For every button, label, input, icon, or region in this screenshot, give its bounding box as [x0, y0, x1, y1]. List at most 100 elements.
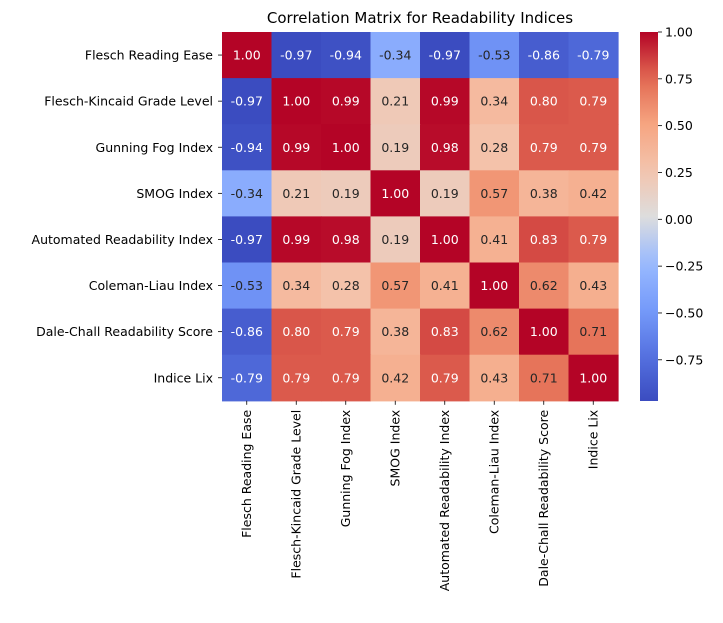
- cell-value-label: 0.80: [282, 324, 310, 339]
- cell-value-label: -0.79: [577, 48, 609, 63]
- heatmap-cell: [222, 124, 273, 171]
- cell-value-label: 0.42: [381, 370, 409, 385]
- cell-value-label: 0.99: [282, 140, 310, 155]
- heatmap-cell: [222, 170, 273, 217]
- heatmap-cell: [469, 216, 520, 264]
- heatmap-cell: [321, 308, 372, 356]
- cell-value-label: -0.53: [478, 48, 510, 63]
- cell-value-label: 0.62: [480, 324, 508, 339]
- heatmap-cell: [271, 78, 322, 125]
- heatmap-cell: [271, 216, 322, 264]
- heatmap-cell: [568, 308, 619, 356]
- cell-value-label: 0.99: [431, 94, 459, 109]
- heatmap-cell: [271, 170, 322, 217]
- x-tick-label: Dale-Chall Readability Score: [536, 410, 551, 587]
- cell-value-label: 0.98: [332, 232, 360, 247]
- colorbar-tick-label: −0.50: [665, 305, 703, 320]
- colorbar-tick-label: 1.00: [665, 25, 693, 40]
- cell-value-label: -0.97: [280, 48, 312, 63]
- heatmap-cell: [568, 216, 619, 264]
- cell-value-label: 0.42: [579, 186, 607, 201]
- heatmap-cell: [469, 170, 520, 217]
- cell-value-label: 0.79: [579, 140, 607, 155]
- cell-value-label: -0.97: [231, 94, 263, 109]
- cell-value-label: 1.00: [431, 232, 459, 247]
- heatmap-cell: [321, 262, 372, 310]
- heatmap-cell: [519, 216, 570, 264]
- heatmap-cell: [321, 170, 372, 217]
- heatmap-cell: [568, 354, 619, 402]
- heatmap-cell: [271, 32, 322, 79]
- colorbar-tick-label: 0.25: [665, 165, 693, 180]
- heatmap-cell: [271, 262, 322, 310]
- colorbar-tick-label: −0.75: [665, 352, 703, 367]
- heatmap-cell: [321, 78, 372, 125]
- heatmap-cell: [420, 262, 471, 310]
- heatmap-cell: [370, 308, 421, 356]
- heatmap-cell: [568, 124, 619, 171]
- heatmap-cell: [370, 124, 421, 171]
- heatmap-cell: [222, 354, 273, 402]
- cell-value-label: 1.00: [579, 370, 607, 385]
- heatmap-cell: [420, 216, 471, 264]
- cell-value-label: 0.41: [480, 232, 508, 247]
- heatmap-cell: [420, 308, 471, 356]
- x-tick-label: Indice Lix: [586, 410, 601, 469]
- cell-value-label: 1.00: [381, 186, 409, 201]
- cell-value-label: 0.99: [282, 232, 310, 247]
- cell-value-label: 0.79: [530, 140, 558, 155]
- cell-value-label: -0.34: [231, 186, 263, 201]
- cell-value-label: 0.19: [381, 140, 409, 155]
- heatmap-cell: [420, 354, 471, 402]
- colorbar-gradient: [640, 32, 658, 401]
- y-tick-label: SMOG Index: [136, 186, 213, 201]
- x-tick-label: Flesch Reading Ease: [239, 409, 254, 537]
- x-tick-label: Gunning Fog Index: [338, 410, 353, 527]
- heatmap-cell: [469, 32, 520, 79]
- y-tick-label: Dale-Chall Readability Score: [36, 324, 213, 339]
- cell-value-label: 0.38: [530, 186, 558, 201]
- cell-value-label: 0.79: [332, 324, 360, 339]
- heatmap-cell: [370, 170, 421, 217]
- heatmap-cell: [519, 170, 570, 217]
- cell-value-label: 0.80: [530, 94, 558, 109]
- cell-value-label: 0.38: [381, 324, 409, 339]
- heatmap-cells: [222, 32, 619, 402]
- cell-value-label: 0.83: [530, 232, 558, 247]
- heatmap-cell: [568, 262, 619, 310]
- cell-value-label: 1.00: [233, 48, 261, 63]
- cell-value-label: 0.57: [480, 186, 508, 201]
- heatmap-cell: [568, 78, 619, 125]
- heatmap-cell: [420, 124, 471, 171]
- y-tick-label: Flesch-Kincaid Grade Level: [44, 94, 213, 109]
- cell-value-label: 0.21: [381, 94, 409, 109]
- colorbar-tick-label: 0.75: [665, 71, 693, 86]
- cell-value-label: -0.94: [231, 140, 263, 155]
- cell-value-label: -0.86: [528, 48, 560, 63]
- heatmap-cell: [519, 308, 570, 356]
- heatmap-cell: [519, 354, 570, 402]
- heatmap-cell: [519, 124, 570, 171]
- colorbar-tick-label: 0.50: [665, 118, 693, 133]
- cell-value-label: -0.94: [330, 48, 362, 63]
- heatmap-cell: [420, 170, 471, 217]
- cell-value-label: 0.41: [431, 278, 459, 293]
- heatmap-cell: [420, 78, 471, 125]
- cell-value-label: 0.19: [381, 232, 409, 247]
- cell-value-label: 1.00: [480, 278, 508, 293]
- heatmap-cell: [469, 262, 520, 310]
- y-tick-label: Flesch Reading Ease: [85, 48, 213, 63]
- y-tick-label: Indice Lix: [154, 370, 213, 385]
- colorbar-tick-label: 0.00: [665, 212, 693, 227]
- cell-value-label: 0.62: [530, 278, 558, 293]
- heatmap-cell: [420, 32, 471, 79]
- heatmap-cell: [321, 216, 372, 264]
- cell-value-label: -0.79: [231, 370, 263, 385]
- cell-value-label: 0.34: [480, 94, 508, 109]
- heatmap-cell: [370, 78, 421, 125]
- x-tick-label: Coleman-Liau Index: [487, 410, 502, 534]
- cell-value-label: 0.43: [480, 370, 508, 385]
- heatmap-cell: [370, 354, 421, 402]
- colorbar: 1.00 0.75 0.50 0.25 0.00 −0.25 −0.50 −0.75: [640, 25, 703, 401]
- cell-value-label: -0.53: [231, 278, 263, 293]
